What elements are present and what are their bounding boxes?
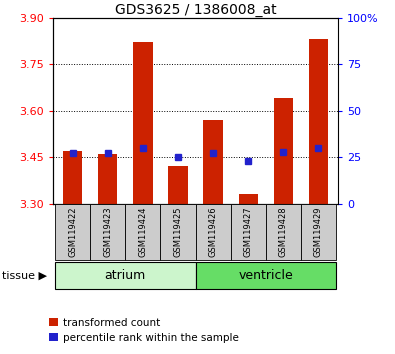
- Text: GSM119425: GSM119425: [173, 206, 182, 257]
- Bar: [196, 262, 336, 289]
- Bar: [266, 204, 301, 260]
- Text: GSM119426: GSM119426: [209, 206, 218, 257]
- Text: GSM119424: GSM119424: [138, 206, 147, 257]
- Bar: [231, 204, 266, 260]
- Bar: [168, 166, 188, 204]
- Bar: [160, 204, 196, 260]
- Text: GSM119429: GSM119429: [314, 206, 323, 257]
- Bar: [55, 262, 196, 289]
- Legend: transformed count, percentile rank within the sample: transformed count, percentile rank withi…: [45, 314, 243, 347]
- Text: tissue ▶: tissue ▶: [2, 270, 47, 280]
- Bar: [196, 204, 231, 260]
- Bar: [55, 204, 90, 260]
- Bar: [239, 194, 258, 204]
- Text: GSM119423: GSM119423: [103, 206, 112, 257]
- Text: ventricle: ventricle: [238, 269, 293, 282]
- Text: GSM119422: GSM119422: [68, 206, 77, 257]
- Bar: [63, 151, 82, 204]
- Bar: [90, 204, 125, 260]
- Text: GSM119428: GSM119428: [279, 206, 288, 257]
- Title: GDS3625 / 1386008_at: GDS3625 / 1386008_at: [115, 3, 276, 17]
- Bar: [125, 204, 160, 260]
- Text: atrium: atrium: [105, 269, 146, 282]
- Bar: [274, 98, 293, 204]
- Bar: [309, 39, 328, 204]
- Bar: [98, 154, 117, 204]
- Bar: [301, 204, 336, 260]
- Text: GSM119427: GSM119427: [244, 206, 253, 257]
- Bar: [203, 120, 223, 204]
- Bar: [133, 42, 152, 204]
